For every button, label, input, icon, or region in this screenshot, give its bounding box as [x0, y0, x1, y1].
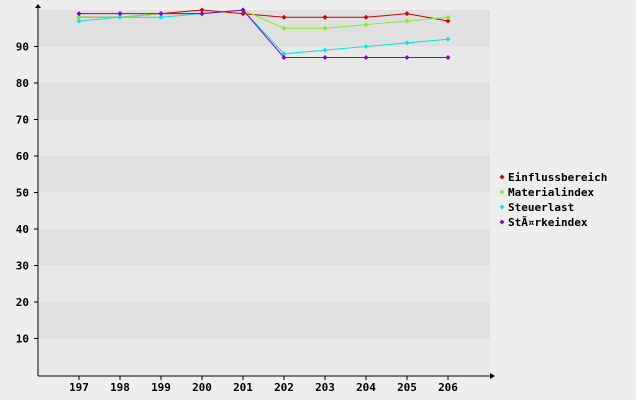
y-axis-ticks: 10 20 30 40 50 60 70 80 90	[16, 41, 38, 346]
data-point	[76, 11, 82, 17]
data-point	[322, 54, 328, 60]
x-tick-label: 203	[315, 381, 335, 394]
y-tick-label: 70	[16, 114, 29, 127]
grid-bands	[39, 10, 490, 375]
legend: Einflussbereich Materialindex Steuerlast St…	[499, 171, 607, 229]
data-point	[117, 14, 123, 20]
legend-marker-icon	[499, 189, 505, 195]
data-point	[445, 54, 451, 60]
x-tick-label: 199	[151, 381, 171, 394]
y-tick-label: 30	[16, 260, 29, 273]
data-point	[404, 11, 410, 17]
legend-item: Einflussbereich	[499, 171, 607, 184]
x-axis-ticks: 197 198 199 200 201 202 203 204 205 206	[69, 376, 458, 394]
data-point	[322, 25, 328, 31]
data-point	[445, 14, 451, 20]
x-tick-label: 200	[192, 381, 212, 394]
legend-marker-icon	[499, 219, 505, 225]
x-axis-arrow-icon	[490, 373, 495, 379]
legend-marker-icon	[499, 204, 505, 210]
data-point	[363, 14, 369, 20]
legend-label: StÃ¤rkeindex	[508, 216, 588, 229]
grid-band	[39, 192, 490, 229]
x-tick-label: 201	[233, 381, 253, 394]
data-point	[445, 36, 451, 42]
series-line	[79, 9, 448, 58]
data-point	[322, 47, 328, 53]
data-point	[363, 44, 369, 49]
data-point	[281, 54, 287, 60]
data-point	[281, 14, 287, 20]
y-tick-label: 20	[16, 296, 29, 309]
x-tick-label: 205	[397, 381, 417, 394]
series-lines	[76, 7, 451, 60]
grid-band	[39, 46, 490, 83]
x-tick-label: 204	[356, 381, 376, 394]
x-tick-label: 206	[438, 381, 458, 394]
series-3	[76, 7, 451, 60]
y-tick-label: 60	[16, 150, 29, 163]
legend-marker-icon	[499, 174, 505, 180]
data-point	[158, 11, 164, 17]
y-axis-arrow-icon	[35, 4, 41, 8]
legend-item: Materialindex	[499, 186, 594, 199]
axes	[35, 4, 495, 379]
series-line	[78, 9, 449, 55]
x-tick-label: 197	[69, 381, 89, 394]
y-tick-label: 80	[16, 77, 29, 90]
x-tick-label: 202	[274, 381, 294, 394]
series-line	[79, 9, 449, 29]
y-tick-label: 50	[16, 187, 29, 200]
data-point	[76, 18, 82, 24]
y-tick-label: 90	[16, 41, 29, 54]
y-tick-label: 10	[16, 333, 29, 346]
data-point	[281, 51, 287, 57]
grid-band	[39, 338, 490, 375]
data-point	[404, 54, 410, 60]
data-point	[117, 11, 123, 17]
data-point	[445, 18, 451, 24]
data-point	[199, 11, 205, 17]
grid-band	[39, 265, 490, 302]
data-point	[363, 54, 369, 60]
grid-band	[39, 119, 490, 156]
data-point	[281, 25, 287, 31]
grid-band	[39, 229, 490, 266]
data-point	[240, 7, 246, 13]
legend-label: Einflussbereich	[508, 171, 607, 184]
y-tick-label: 40	[16, 223, 29, 236]
data-point	[404, 40, 410, 46]
data-point	[322, 14, 328, 20]
data-point	[240, 11, 246, 17]
data-point	[199, 7, 205, 13]
grid-band	[39, 83, 490, 120]
legend-item: Steuerlast	[499, 201, 574, 214]
data-point	[76, 14, 82, 20]
grid-band	[39, 10, 490, 47]
data-point	[363, 22, 369, 28]
legend-label: Steuerlast	[508, 201, 574, 214]
legend-item: StÃ¤rkeindex	[499, 216, 588, 229]
x-tick-label: 198	[110, 381, 130, 394]
data-point	[404, 18, 410, 24]
data-point	[158, 14, 164, 20]
grid-band	[39, 156, 490, 193]
grid-band	[39, 302, 490, 339]
legend-label: Materialindex	[508, 186, 594, 199]
